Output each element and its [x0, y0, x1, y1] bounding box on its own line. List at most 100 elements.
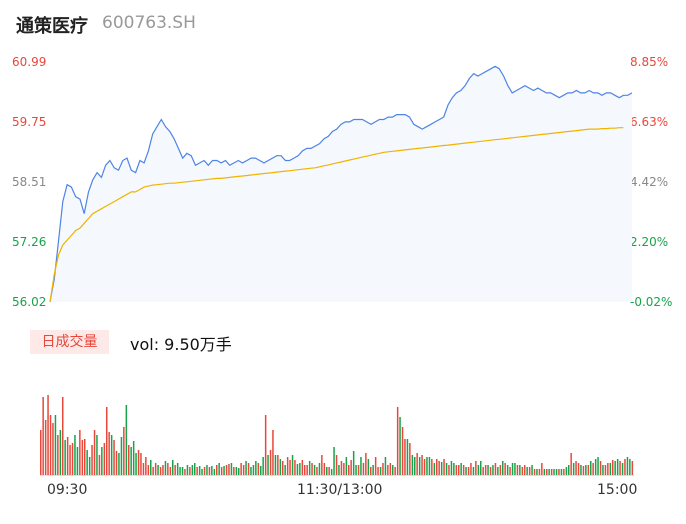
volume-bar — [572, 463, 575, 475]
volume-bar — [526, 467, 528, 475]
volume-bar — [509, 467, 511, 475]
volume-bar — [624, 459, 626, 475]
volume-bar — [123, 427, 125, 475]
volume-badge[interactable]: 日成交量 — [30, 330, 109, 354]
volume-bar — [631, 461, 634, 475]
volume-bar — [106, 407, 108, 475]
volume-bar — [113, 440, 115, 475]
volume-bar — [421, 455, 423, 475]
price-tick-3: 57.26 — [12, 235, 47, 249]
volume-bar — [592, 463, 594, 475]
volume-bar — [577, 463, 580, 475]
volume-bar — [189, 467, 191, 475]
volume-bar — [172, 460, 174, 475]
volume-bar — [321, 455, 323, 475]
volume-bar — [602, 465, 604, 475]
volume-bar — [247, 463, 250, 475]
volume-bar — [86, 450, 88, 475]
volume-bar — [213, 469, 216, 475]
volume-bar — [255, 461, 257, 475]
volume-bar — [150, 460, 152, 475]
volume-bar — [335, 455, 338, 475]
volume-bar — [555, 469, 558, 475]
volume-bar — [502, 461, 504, 475]
volume-bar — [414, 457, 416, 475]
volume-bar — [233, 467, 235, 475]
volume-bar — [323, 463, 326, 475]
volume-bar — [76, 447, 79, 475]
volume-bar — [108, 432, 110, 475]
volume-bar — [445, 463, 448, 475]
volume-bar — [313, 465, 316, 475]
time-tick-close: 15:00 — [597, 482, 638, 498]
volume-bar — [223, 466, 225, 475]
volume-bar — [301, 460, 304, 475]
volume-bar — [260, 466, 262, 475]
volume-bar — [333, 447, 335, 475]
volume-bar — [392, 465, 394, 475]
volume-bar — [262, 457, 264, 475]
volume-bar — [355, 465, 357, 475]
volume-bar — [374, 457, 377, 475]
volume-bar — [377, 467, 379, 475]
volume-bar — [174, 465, 176, 475]
volume-bar — [621, 463, 624, 475]
time-tick-open: 09:30 — [47, 482, 88, 498]
volume-bar — [137, 450, 140, 475]
volume-bar — [264, 415, 267, 475]
volume-bar — [396, 407, 399, 475]
volume-bar — [436, 459, 438, 475]
volume-bar — [409, 443, 411, 475]
volume-bar — [269, 450, 272, 475]
volume-bar — [115, 451, 118, 475]
volume-bar — [291, 455, 294, 475]
volume-bar — [619, 461, 621, 475]
volume-bar — [208, 467, 211, 475]
volume-bar — [147, 465, 150, 475]
volume-bar — [350, 460, 352, 475]
volume-bar — [372, 465, 374, 475]
pct-tick-3: 2.20% — [630, 235, 669, 249]
volume-bar — [162, 465, 164, 475]
volume-bar — [203, 467, 206, 475]
volume-bar — [379, 467, 382, 475]
volume-bar — [506, 465, 509, 475]
volume-bar — [101, 447, 103, 475]
volume-bar — [411, 455, 414, 475]
volume-bar — [250, 467, 252, 475]
volume-bar — [186, 465, 189, 475]
volume-bar — [467, 467, 470, 475]
volume-bar — [181, 467, 184, 475]
volume-value: vol: 9.50万手 — [130, 335, 232, 354]
volume-bar — [426, 457, 428, 475]
volume-bar — [570, 453, 572, 475]
volume-bar — [558, 469, 560, 475]
volume-bar — [399, 417, 401, 475]
volume-bar — [352, 451, 355, 475]
volume-bar — [519, 465, 521, 475]
volume-bar — [536, 469, 538, 475]
volume-bar — [538, 469, 541, 475]
volume-bar — [340, 461, 343, 475]
volume-bar — [128, 445, 130, 475]
volume-bar — [118, 453, 120, 475]
volume-bar — [164, 461, 167, 475]
volume-bar — [64, 440, 66, 475]
volume-bar — [267, 455, 269, 475]
volume-bar — [294, 460, 296, 475]
volume-bar — [599, 461, 602, 475]
volume-bar — [382, 463, 384, 475]
volume-bar — [616, 459, 619, 475]
volume-bar — [74, 435, 76, 475]
volume-bar — [142, 463, 145, 475]
volume-bar — [389, 463, 392, 475]
volume-bar — [387, 465, 389, 475]
volume-bar — [594, 459, 597, 475]
volume-bar — [533, 469, 536, 475]
volume-bar — [40, 430, 42, 475]
volume-bar — [44, 420, 47, 475]
volume-bar — [206, 465, 208, 475]
volume-bar — [154, 463, 157, 475]
volume-bar — [318, 463, 321, 475]
volume-bar — [198, 466, 201, 475]
